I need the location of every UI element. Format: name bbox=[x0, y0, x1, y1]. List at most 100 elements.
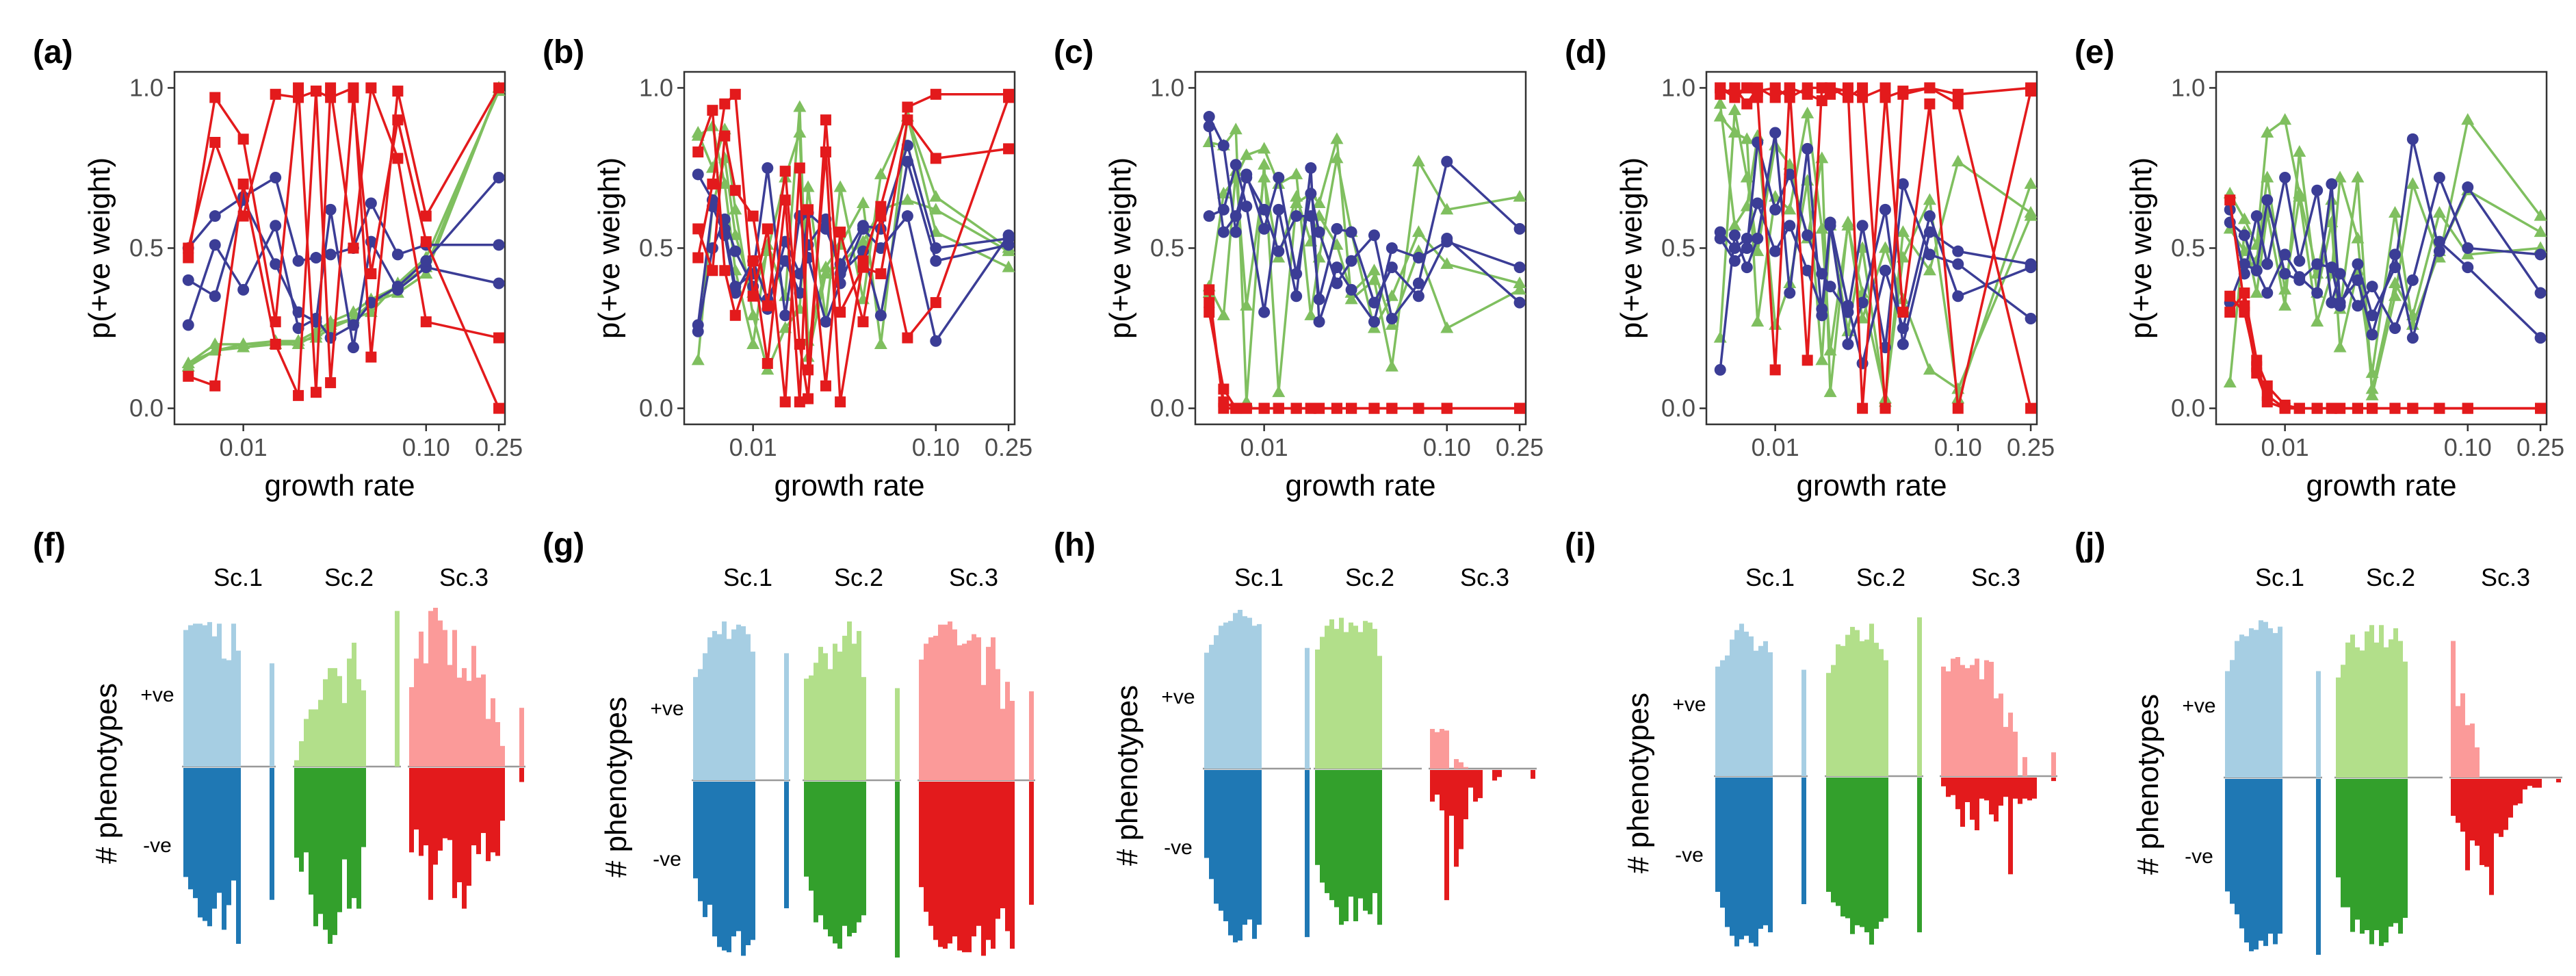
data-point-triangle bbox=[1330, 151, 1344, 164]
data-point-square bbox=[747, 210, 759, 222]
positive-bar bbox=[2379, 625, 2384, 778]
negative-bar bbox=[1946, 778, 1951, 797]
data-point-circle bbox=[820, 316, 832, 328]
data-point-square bbox=[1204, 307, 1215, 318]
data-point-circle bbox=[1412, 290, 1424, 303]
y-tick-label: 0.0 bbox=[129, 394, 164, 422]
negative-bar bbox=[1305, 770, 1310, 938]
negative-bar bbox=[1831, 778, 1836, 903]
data-point-circle bbox=[1856, 296, 1869, 309]
positive-bar bbox=[1334, 628, 1339, 769]
series-line bbox=[2228, 151, 2541, 383]
scenario-3: Sc.3 bbox=[918, 563, 1035, 956]
data-point-square bbox=[209, 92, 221, 103]
negative-bar bbox=[2263, 779, 2268, 947]
y-tick-label: 1.0 bbox=[639, 73, 673, 101]
negative-bar bbox=[2022, 778, 2027, 799]
data-point-circle bbox=[2462, 261, 2474, 274]
data-point-square bbox=[707, 178, 718, 190]
positive-bar bbox=[1005, 682, 1010, 780]
negative-bar bbox=[2013, 778, 2018, 799]
data-point-circle bbox=[1258, 306, 1271, 318]
negative-bar bbox=[2003, 778, 2008, 797]
positive-bar bbox=[2350, 634, 2355, 778]
data-point-square bbox=[930, 153, 941, 164]
positive-bar bbox=[1247, 617, 1252, 769]
data-point-circle bbox=[1801, 264, 1814, 277]
y-axis-label: p(+ve weight) bbox=[1104, 157, 1137, 339]
data-point-triangle bbox=[208, 337, 222, 349]
negative-bar bbox=[933, 782, 938, 940]
data-point-circle bbox=[2279, 172, 2291, 183]
negative-bar bbox=[991, 782, 996, 949]
positive-bar bbox=[804, 678, 809, 780]
x-tick-label: 0.01 bbox=[729, 433, 777, 461]
negative-bar bbox=[2508, 779, 2513, 818]
data-point-circle bbox=[1897, 322, 1909, 335]
data-point-circle bbox=[1305, 210, 1317, 222]
negative-bar bbox=[962, 782, 967, 953]
negative-bar bbox=[2230, 779, 2235, 904]
data-point-square bbox=[2224, 307, 2236, 318]
scenario-label: Sc.3 bbox=[439, 563, 489, 591]
data-point-circle bbox=[1258, 203, 1271, 216]
data-point-circle bbox=[2406, 332, 2419, 344]
negative-bar bbox=[428, 768, 433, 900]
data-point-square bbox=[1305, 402, 1316, 414]
positive-bar bbox=[1000, 708, 1005, 780]
data-point-square bbox=[803, 204, 814, 216]
negative-bar bbox=[833, 782, 837, 944]
data-point-square bbox=[325, 377, 337, 389]
data-point-square bbox=[719, 130, 731, 142]
positive-bar bbox=[2239, 634, 2244, 778]
positive-bar bbox=[1368, 622, 1372, 769]
positive-bar bbox=[1855, 630, 1860, 776]
positive-bar bbox=[409, 687, 414, 767]
data-point-square bbox=[365, 351, 377, 363]
data-point-circle bbox=[2326, 178, 2338, 190]
negative-bar bbox=[2513, 779, 2518, 806]
negative-bar bbox=[462, 768, 467, 909]
positive-bar bbox=[2051, 752, 2056, 776]
positive-bar bbox=[212, 636, 217, 767]
data-point-circle bbox=[2293, 255, 2306, 267]
data-point-circle bbox=[1240, 172, 1253, 183]
positive-bar bbox=[352, 643, 356, 767]
data-point-circle bbox=[2534, 248, 2547, 261]
negative-bar bbox=[2537, 779, 2542, 788]
positive-bar bbox=[1459, 762, 1463, 769]
negative-bar bbox=[996, 782, 1000, 919]
data-point-circle bbox=[692, 168, 704, 181]
positive-bar bbox=[2263, 621, 2268, 778]
positive-bar bbox=[948, 621, 952, 780]
data-point-square bbox=[1346, 402, 1357, 414]
scenario-label: Sc.1 bbox=[1234, 563, 1284, 591]
x-tick-label: 0.01 bbox=[1752, 433, 1799, 461]
positive-bar bbox=[784, 653, 789, 780]
data-point-circle bbox=[1513, 222, 1526, 235]
x-tick-label: 0.25 bbox=[985, 433, 1032, 461]
negative-bar bbox=[294, 768, 299, 858]
data-point-triangle bbox=[1713, 97, 1727, 109]
positive-bar bbox=[1946, 671, 1951, 776]
negative-bar bbox=[519, 768, 524, 782]
negative-bar bbox=[1247, 770, 1252, 920]
negative-bar bbox=[2278, 779, 2282, 934]
positive-bar bbox=[1744, 631, 1749, 776]
data-point-circle bbox=[2433, 172, 2445, 183]
scenario-2: Sc.2 bbox=[2334, 563, 2443, 947]
data-point-square bbox=[1204, 284, 1215, 296]
data-point-circle bbox=[2250, 210, 2263, 222]
data-point-circle bbox=[1897, 178, 1909, 190]
negative-bar bbox=[476, 768, 481, 854]
positive-bar bbox=[2013, 732, 2018, 776]
negative-bar bbox=[1320, 770, 1325, 883]
x-tick-label: 0.01 bbox=[1240, 433, 1288, 461]
positive-bar bbox=[1454, 759, 1459, 769]
data-point-square bbox=[2367, 402, 2378, 414]
data-point-square bbox=[392, 86, 404, 97]
data-point-triangle bbox=[2351, 231, 2365, 244]
negative-bar bbox=[2523, 779, 2527, 790]
positive-bar bbox=[1730, 639, 1734, 776]
data-point-circle bbox=[2238, 229, 2250, 242]
